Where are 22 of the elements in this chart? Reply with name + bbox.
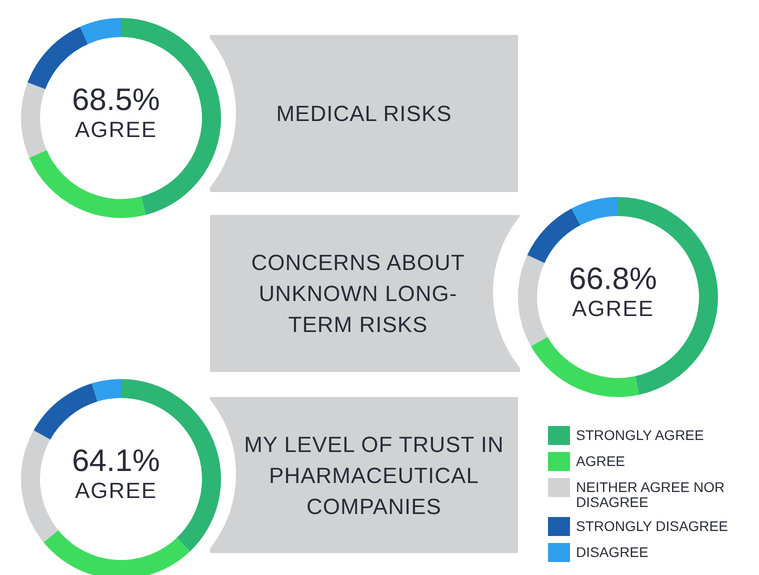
- legend-label: AGREE: [576, 452, 626, 469]
- legend-label: NEITHER AGREE NOR DISAGREE: [576, 478, 726, 510]
- donut-slice: [28, 26, 88, 90]
- text: AGREE: [570, 296, 656, 322]
- text: 66.8%: [568, 261, 658, 296]
- text: MEDICAL RISKS: [276, 100, 452, 128]
- legend-label: DISAGREE: [576, 543, 650, 560]
- donut-slice: [527, 208, 580, 263]
- donut-slice: [80, 18, 121, 44]
- donut-slice: [571, 197, 618, 226]
- text: AGREE: [74, 478, 158, 504]
- text: 68.5%: [71, 82, 161, 117]
- donut-slice: [21, 82, 47, 158]
- text: MY LEVEL OF TRUST IN PHARMACEUTICAL COMPANIES: [243, 430, 505, 520]
- text: 64.1%: [71, 443, 161, 478]
- donut-slice: [29, 150, 146, 218]
- legend-label: STRONGLY DISAGREE: [576, 517, 729, 534]
- donut-slice: [530, 336, 640, 397]
- donut-slice: [518, 254, 548, 346]
- text: CONCERNS ABOUT UNKNOWN LONG-TERM RISKS: [250, 249, 466, 339]
- text: AGREE: [74, 117, 158, 143]
- legend-label: STRONGLY AGREE: [576, 426, 705, 443]
